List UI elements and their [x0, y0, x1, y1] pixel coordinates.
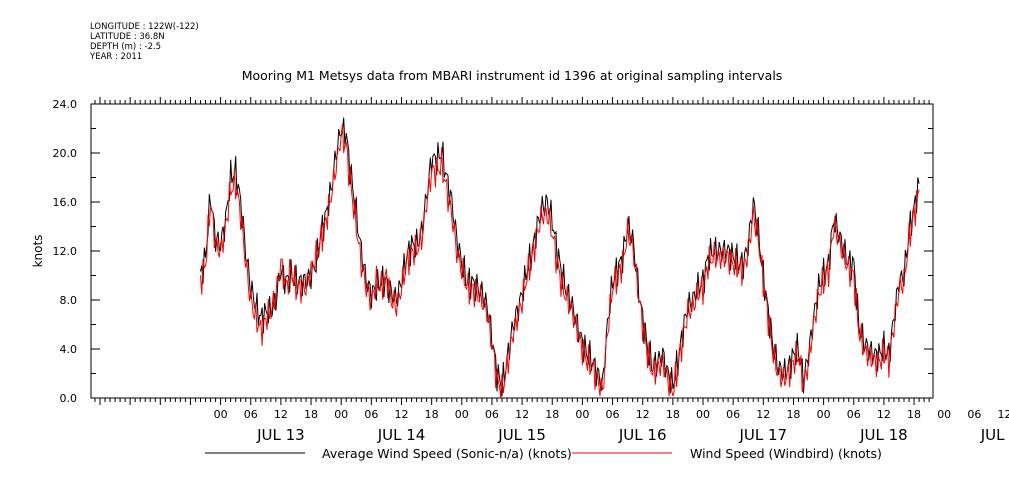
x-day-label: JUL 18: [859, 426, 908, 444]
x-hour-label: 18: [907, 408, 921, 421]
latitude-label: LATITUDE : 36.8N: [90, 32, 165, 42]
x-hour-label: 12: [636, 408, 650, 421]
y-tick-label: 16.0: [53, 196, 78, 209]
x-hour-label: 06: [244, 408, 258, 421]
station-metadata: LONGITUDE : 122W(-122) LATITUDE : 36.8N …: [90, 22, 199, 62]
x-hour-label: 12: [395, 408, 409, 421]
series-line-windbird: [200, 123, 920, 399]
y-tick-label: 8.0: [60, 294, 78, 307]
x-hour-label: 18: [666, 408, 680, 421]
depth-label: DEPTH (m) : -2.5: [90, 42, 162, 52]
x-hour-label: 12: [877, 408, 891, 421]
y-axis-label: knots: [31, 235, 45, 268]
legend: Average Wind Speed (Sonic-n/a) (knots) W…: [205, 446, 882, 461]
x-hour-label: 18: [425, 408, 439, 421]
x-day-label: JUL 19: [980, 426, 1009, 444]
legend-label-windbird: Wind Speed (Windbird) (knots): [690, 446, 882, 461]
x-hour-label: 00: [455, 408, 469, 421]
x-hour-label: 00: [937, 408, 951, 421]
x-hour-label: 00: [817, 408, 831, 421]
x-hour-label: 06: [485, 408, 499, 421]
x-hour-label: 06: [364, 408, 378, 421]
y-tick-label: 0.0: [60, 392, 78, 405]
x-hour-label: 18: [304, 408, 318, 421]
x-hour-label: 06: [967, 408, 981, 421]
x-hour-label: 06: [847, 408, 861, 421]
x-day-label: JUL 14: [377, 426, 426, 444]
x-hour-label: 00: [696, 408, 710, 421]
data-series: [200, 117, 920, 399]
year-label: YEAR : 2011: [90, 52, 143, 62]
x-day-label: JUL 15: [497, 426, 546, 444]
y-tick-labels: 0.0 4.0 8.0 12.0 16.0 20.0 24.0: [53, 98, 78, 405]
x-hour-label: 12: [756, 408, 770, 421]
x-hour-label: 12: [274, 408, 288, 421]
y-tick-label: 20.0: [53, 147, 78, 160]
x-tick-labels: 00 06 12 18 00 06 12 18 00 06 12 18 00 06 12 18 00 06 12 18…: [214, 408, 1009, 444]
axis-ticks: [91, 97, 933, 405]
x-hour-label: 18: [786, 408, 800, 421]
longitude-label: LONGITUDE : 122W(-122): [90, 22, 199, 32]
x-hour-label: 12: [998, 408, 1009, 421]
series-line-sonic: [200, 117, 920, 397]
chart-title: Mooring M1 Metsys data from MBARI instru…: [242, 68, 783, 83]
plot-frame: [90, 103, 934, 399]
legend-label-sonic: Average Wind Speed (Sonic-n/a) (knots): [322, 446, 572, 461]
x-hour-label: 00: [214, 408, 228, 421]
x-hour-label: 00: [334, 408, 348, 421]
y-tick-label: 24.0: [53, 98, 78, 111]
x-day-label: JUL 16: [618, 426, 667, 444]
x-hour-label: 12: [515, 408, 529, 421]
y-tick-label: 12.0: [53, 245, 78, 258]
x-hour-label: 00: [575, 408, 589, 421]
x-hour-label: 06: [726, 408, 740, 421]
x-hour-label: 06: [606, 408, 620, 421]
x-day-label: JUL 13: [256, 426, 305, 444]
x-day-label: JUL 17: [738, 426, 787, 444]
y-tick-label: 4.0: [60, 343, 78, 356]
x-hour-label: 18: [545, 408, 559, 421]
